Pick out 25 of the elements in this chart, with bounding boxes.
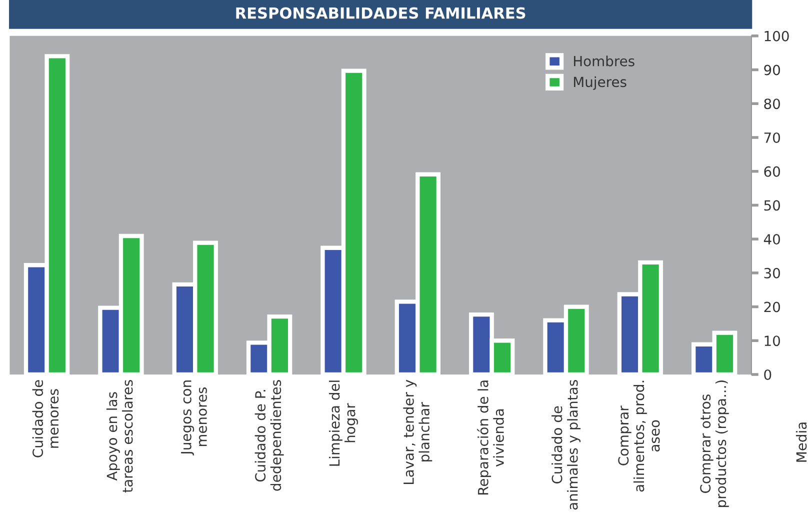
x-tick-label: Apoyo en las tareas escolares <box>106 380 133 492</box>
legend-label: Mujeres <box>574 76 626 90</box>
x-tick-label: Comprar otros productos (ropa...) <box>700 380 729 507</box>
x-tick-label: Comprar alimentos, prod. aseo <box>618 380 660 492</box>
y-tick-label: 30 <box>764 268 780 278</box>
y-tick-label: 40 <box>764 234 780 245</box>
x-tick-label: Cuidado de animales y plantas <box>552 380 580 510</box>
x-tick-label: Reparación de la vivienda <box>477 380 504 494</box>
y-axis-title: Media <box>796 422 807 462</box>
y-tick-label: 90 <box>764 64 780 76</box>
y-tick-label: 10 <box>764 336 780 346</box>
y-tick-label: 0 <box>764 369 772 380</box>
x-tick-label: Juegos con menores <box>181 380 207 456</box>
x-tick-label: Lavar, tender y planchar <box>403 380 432 484</box>
y-tick-label: 70 <box>764 132 780 143</box>
x-tick-label: Cuidado de menores <box>32 380 59 458</box>
y-tick-label: 80 <box>764 98 780 110</box>
x-tick-label: Cuidado de P. dedependientes <box>254 380 284 491</box>
chart-title: RESPONSABILIDADES FAMILIARES <box>236 7 526 19</box>
y-tick-label: 60 <box>764 166 780 177</box>
x-tick-label: Limpieza del hogar <box>328 380 358 466</box>
y-tick-label: 20 <box>764 302 780 312</box>
y-tick-label: 100 <box>764 30 789 42</box>
y-tick-label: 50 <box>764 200 780 211</box>
legend-label: Hombres <box>574 56 634 66</box>
